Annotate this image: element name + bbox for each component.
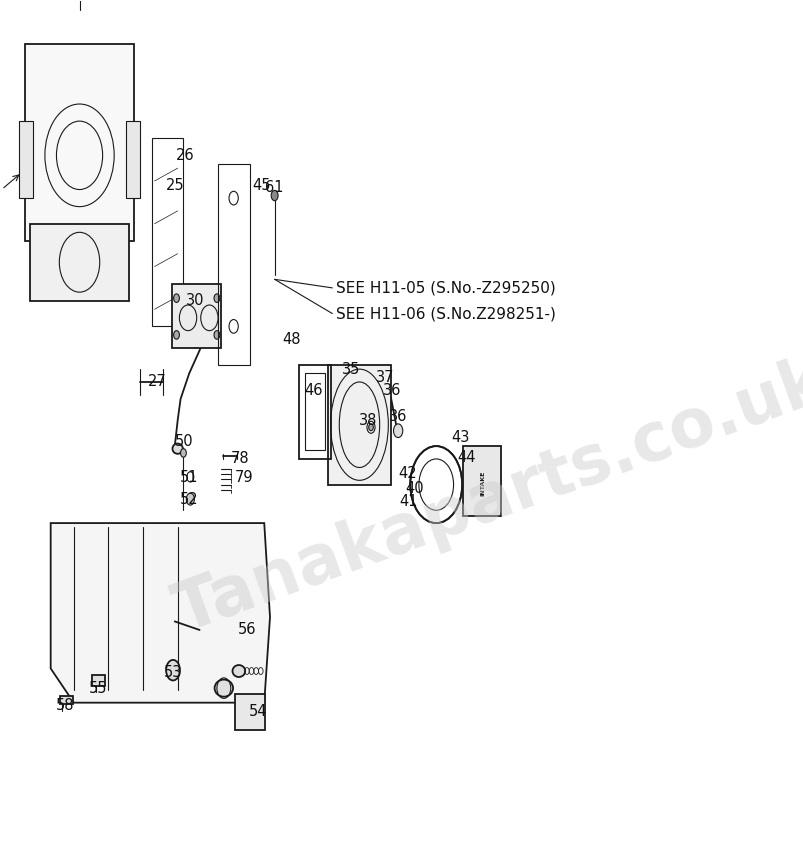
Text: 52: 52 [180, 492, 198, 506]
Text: 78: 78 [230, 451, 249, 467]
Text: 35: 35 [341, 361, 360, 377]
Bar [60, 696, 73, 704]
Circle shape [173, 330, 179, 339]
Text: 30: 30 [185, 293, 204, 308]
Text: 26: 26 [176, 148, 194, 163]
Ellipse shape [173, 444, 182, 454]
Circle shape [214, 294, 219, 302]
Bar [218, 164, 250, 365]
Bar [304, 373, 324, 450]
Text: 46: 46 [304, 383, 323, 398]
Ellipse shape [232, 665, 245, 677]
Text: 56: 56 [238, 622, 256, 637]
Text: 53: 53 [164, 665, 182, 680]
Polygon shape [51, 523, 270, 703]
Text: 44: 44 [456, 450, 475, 465]
Bar [92, 675, 105, 686]
Text: 50: 50 [175, 434, 194, 450]
Text: 38: 38 [358, 413, 377, 428]
Circle shape [173, 294, 179, 302]
Text: 37: 37 [376, 370, 394, 385]
Text: INTAKE: INTAKE [479, 470, 484, 496]
Text: SEE H11-05 (S.No.-Z295250): SEE H11-05 (S.No.-Z295250) [336, 281, 556, 295]
Bar [235, 694, 265, 730]
Bar [152, 138, 183, 326]
Text: 51: 51 [180, 470, 198, 486]
Bar [19, 121, 33, 198]
Circle shape [214, 330, 219, 339]
Text: 36: 36 [389, 408, 407, 424]
Bar [299, 365, 330, 459]
Circle shape [181, 449, 186, 457]
Bar [31, 224, 128, 300]
Circle shape [186, 493, 194, 505]
Text: 27: 27 [148, 374, 167, 390]
Text: 42: 42 [397, 466, 416, 481]
Text: 36: 36 [383, 383, 401, 398]
Text: 61: 61 [265, 180, 283, 196]
Ellipse shape [214, 680, 233, 697]
Circle shape [271, 190, 278, 201]
Text: 79: 79 [234, 470, 253, 486]
Text: 40: 40 [405, 481, 423, 497]
Bar [172, 284, 221, 347]
Text: 55: 55 [88, 680, 107, 696]
Text: 45: 45 [252, 178, 271, 193]
Text: Tanakaparts.co.uk: Tanakaparts.co.uk [166, 348, 803, 646]
Text: 58: 58 [55, 698, 74, 713]
Text: SEE H11-06 (S.No.Z298251-): SEE H11-06 (S.No.Z298251-) [336, 306, 556, 321]
Circle shape [166, 660, 180, 680]
Text: 54: 54 [249, 704, 267, 719]
Text: 25: 25 [165, 178, 184, 193]
Text: 43: 43 [450, 430, 469, 445]
Circle shape [369, 424, 373, 431]
Circle shape [393, 424, 402, 438]
Text: 48: 48 [283, 332, 301, 347]
Bar [25, 44, 134, 241]
Bar [125, 121, 140, 198]
Bar [463, 446, 500, 517]
Bar [328, 365, 391, 485]
Text: 41: 41 [399, 494, 418, 509]
